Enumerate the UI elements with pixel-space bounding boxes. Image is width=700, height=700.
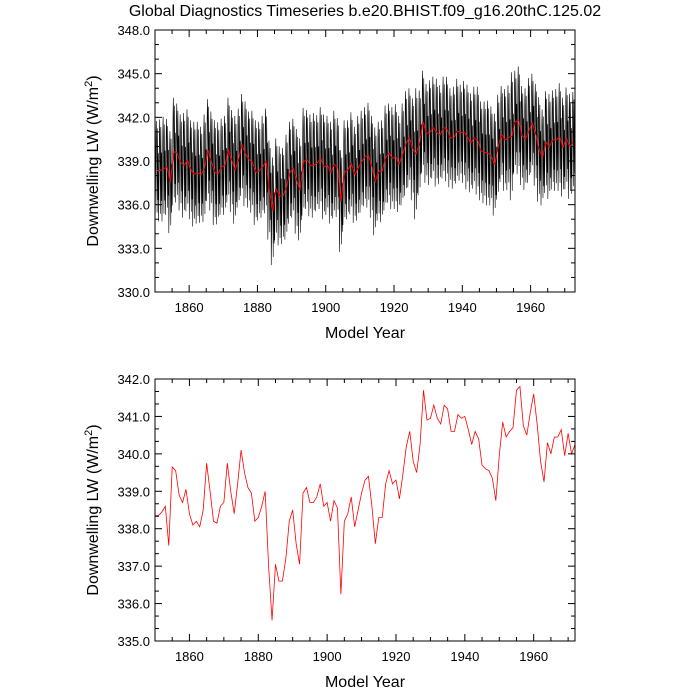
monthly-series-line [155,66,575,266]
y-tick-label: 336.0 [117,597,150,612]
y-tick-label: 348.0 [117,23,150,38]
x-tick-label: 1920 [382,649,411,664]
x-tick-label: 1960 [519,649,548,664]
plot-monthly-annual: 1860 1880 1900 1920 1940 1960 330.0 333.0 336.0 3… [83,23,576,342]
y-axis-label-main: Downwelling LW (W/m [85,436,102,596]
y-tick-label: 339.0 [117,484,150,499]
y-axis-label: Downwelling LW (W/m2) [83,75,102,246]
y-tick-label: 336.0 [117,198,150,213]
y-tick-label: 345.0 [117,67,150,82]
plot-frame [154,378,576,642]
x-tick-label: 1880 [243,300,272,315]
y-tick-label: 342.0 [117,110,150,125]
x-tick-label: 1920 [380,300,409,315]
y-axis-label-superscript: 2 [83,430,95,436]
y-axis-label-superscript: 2 [83,81,95,87]
x-axis-label: Model Year [325,674,406,691]
y-tick-label: 333.0 [117,241,150,256]
y-tick-label: 342.0 [117,372,150,387]
y-axis-label-main: Downwelling LW (W/m [85,87,102,247]
x-tick-label: 1880 [244,649,273,664]
x-tick-label: 1960 [516,300,545,315]
y-tick-label: 330.0 [117,285,150,300]
annual-series-line [155,385,576,621]
annual-series-line [156,119,574,212]
y-tick-label: 335.0 [117,634,150,649]
y-axis-label-tail: ) [85,424,102,429]
x-axis-label: Model Year [325,325,406,342]
y-axis-label: Downwelling LW (W/m2) [83,424,102,595]
x-tick-label: 1940 [448,300,477,315]
y-axis-label-tail: ) [85,75,102,80]
y-tick-label: 340.0 [117,447,150,462]
x-tick-label: 1900 [313,649,342,664]
x-tick-label: 1940 [450,649,479,664]
x-tick-label: 1860 [175,300,204,315]
x-tick-label: 1900 [311,300,340,315]
plot-annual-mean: 1860 1880 1900 1920 1940 1960 335.0 336.0 337.0 3… [83,372,576,691]
chart-title: Global Diagnostics Timeseries b.e20.BHIS… [129,3,601,20]
y-tick-label: 339.0 [117,154,150,169]
y-tick-label: 338.0 [117,522,150,537]
x-tick-label: 1860 [175,649,204,664]
y-tick-label: 341.0 [117,409,150,424]
y-tick-label: 337.0 [117,559,150,574]
